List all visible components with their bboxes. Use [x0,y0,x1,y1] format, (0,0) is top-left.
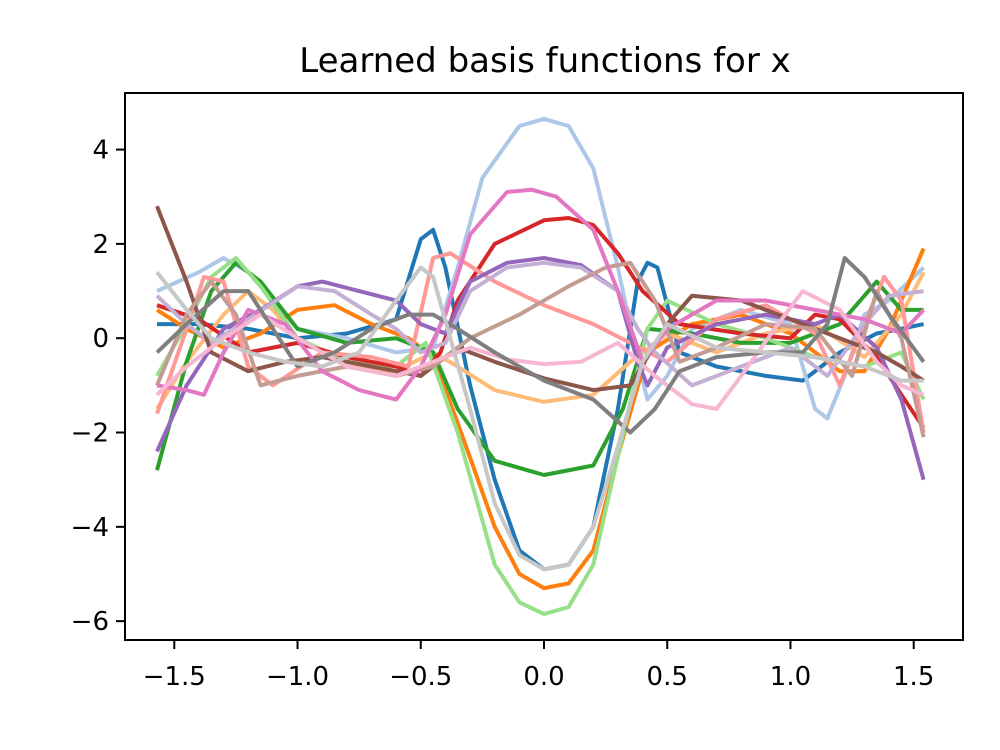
y-tick-label: 4 [92,136,109,166]
series-line-12 [155,260,926,438]
x-tick-label: 1.0 [770,662,811,692]
y-tick-label: −4 [71,513,109,543]
series-line-14 [155,289,925,411]
x-axis: −1.5 −1.0 −0.5 0.0 0.5 1.0 1.5 [143,640,934,692]
y-tick-label: −2 [71,419,109,449]
series-line-6 [155,256,926,617]
x-tick-label: 1.5 [893,662,934,692]
series-line-2 [156,116,925,421]
series-layer [155,116,926,617]
y-tick-label: −6 [71,607,109,637]
x-tick-label: 0.0 [523,662,564,692]
series-line-15 [155,256,926,435]
x-tick-label: −1.5 [143,662,206,692]
series-line-13 [156,187,926,402]
x-tick-label: −1.0 [266,662,329,692]
x-tick-label: −0.5 [389,662,452,692]
series-line-9 [155,256,926,481]
x-tick-label: 0.5 [647,662,688,692]
series-line-16 [155,265,924,572]
y-axis: 4 2 0 −2 −4 −6 [71,136,125,637]
y-tick-label: 2 [92,230,109,260]
chart-title: Learned basis functions for x [299,41,791,81]
y-tick-label: 0 [92,324,109,354]
